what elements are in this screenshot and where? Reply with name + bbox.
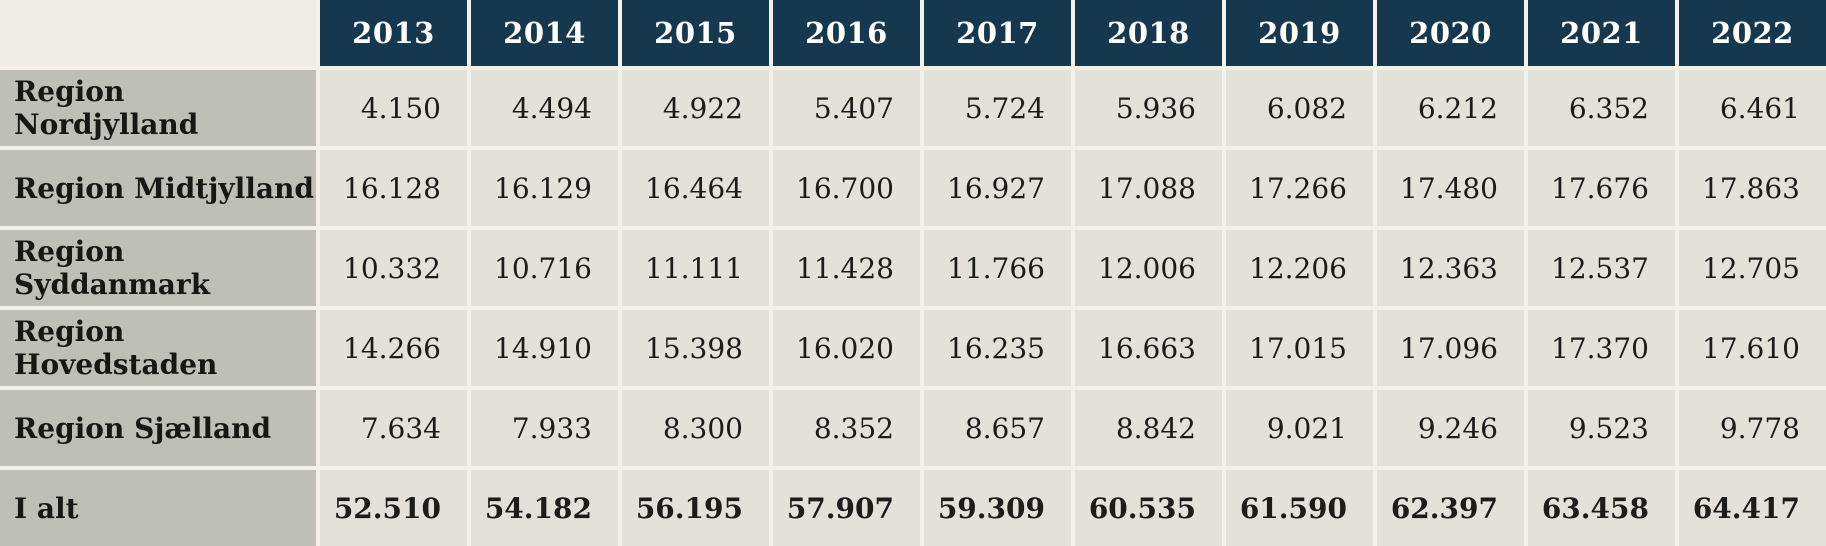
column-header-2022: 2022 xyxy=(1679,0,1826,66)
table-cell: 52.510 xyxy=(320,470,467,546)
column-header-2017: 2017 xyxy=(924,0,1071,66)
table-cell: 16.464 xyxy=(622,150,769,226)
table-cell: 17.610 xyxy=(1679,310,1826,386)
column-header-2020: 2020 xyxy=(1377,0,1524,66)
table-cell: 10.332 xyxy=(320,230,467,306)
table-cell: 6.461 xyxy=(1679,70,1826,146)
table-cell: 54.182 xyxy=(471,470,618,546)
table-cell: 14.910 xyxy=(471,310,618,386)
table-cell: 9.778 xyxy=(1679,390,1826,466)
table-cell: 12.363 xyxy=(1377,230,1524,306)
row-label: Region Sjælland xyxy=(0,390,316,466)
table-cell: 9.246 xyxy=(1377,390,1524,466)
table-cell: 61.590 xyxy=(1226,470,1373,546)
table-cell: 15.398 xyxy=(622,310,769,386)
table-cell: 5.936 xyxy=(1075,70,1222,146)
table-cell: 16.927 xyxy=(924,150,1071,226)
table-cell: 6.082 xyxy=(1226,70,1373,146)
column-header-2019: 2019 xyxy=(1226,0,1373,66)
table-cell: 17.863 xyxy=(1679,150,1826,226)
column-header-2014: 2014 xyxy=(471,0,618,66)
row-label: Region Midtjylland xyxy=(0,150,316,226)
column-header-2016: 2016 xyxy=(773,0,920,66)
table-cell: 12.705 xyxy=(1679,230,1826,306)
row-label: I alt xyxy=(0,470,316,546)
column-header-2015: 2015 xyxy=(622,0,769,66)
table-cell: 6.212 xyxy=(1377,70,1524,146)
table-cell: 17.088 xyxy=(1075,150,1222,226)
table-cell: 7.634 xyxy=(320,390,467,466)
table-cell: 16.020 xyxy=(773,310,920,386)
table-cell: 4.494 xyxy=(471,70,618,146)
table-cell: 64.417 xyxy=(1679,470,1826,546)
table-cell: 7.933 xyxy=(471,390,618,466)
table-cell: 16.663 xyxy=(1075,310,1222,386)
table-cell: 14.266 xyxy=(320,310,467,386)
corner-cell xyxy=(0,0,316,66)
table-cell: 57.907 xyxy=(773,470,920,546)
table-cell: 12.006 xyxy=(1075,230,1222,306)
table-cell: 60.535 xyxy=(1075,470,1222,546)
table-cell: 6.352 xyxy=(1528,70,1675,146)
table-cell: 8.300 xyxy=(622,390,769,466)
table-cell: 5.407 xyxy=(773,70,920,146)
row-label: Region Syddanmark xyxy=(0,230,316,306)
table-cell: 17.370 xyxy=(1528,310,1675,386)
table-cell: 16.129 xyxy=(471,150,618,226)
table-cell: 12.537 xyxy=(1528,230,1675,306)
table-cell: 17.266 xyxy=(1226,150,1373,226)
column-header-2021: 2021 xyxy=(1528,0,1675,66)
table-cell: 8.352 xyxy=(773,390,920,466)
table-cell: 11.766 xyxy=(924,230,1071,306)
table-cell: 62.397 xyxy=(1377,470,1524,546)
table-cell: 5.724 xyxy=(924,70,1071,146)
row-label: Region Nordjylland xyxy=(0,70,316,146)
table-cell: 4.150 xyxy=(320,70,467,146)
table-cell: 17.480 xyxy=(1377,150,1524,226)
table-cell: 4.922 xyxy=(622,70,769,146)
table-cell: 59.309 xyxy=(924,470,1071,546)
table-cell: 11.428 xyxy=(773,230,920,306)
table-cell: 16.235 xyxy=(924,310,1071,386)
table-cell: 17.676 xyxy=(1528,150,1675,226)
table-cell: 56.195 xyxy=(622,470,769,546)
table-cell: 8.842 xyxy=(1075,390,1222,466)
table-cell: 12.206 xyxy=(1226,230,1373,306)
table-cell: 8.657 xyxy=(924,390,1071,466)
table-cell: 63.458 xyxy=(1528,470,1675,546)
table-cell: 17.015 xyxy=(1226,310,1373,386)
row-label: Region Hovedstaden xyxy=(0,310,316,386)
table-cell: 16.128 xyxy=(320,150,467,226)
table-cell: 16.700 xyxy=(773,150,920,226)
table-cell: 11.111 xyxy=(622,230,769,306)
table-cell: 9.523 xyxy=(1528,390,1675,466)
table-cell: 9.021 xyxy=(1226,390,1373,466)
column-header-2018: 2018 xyxy=(1075,0,1222,66)
table-cell: 17.096 xyxy=(1377,310,1524,386)
table-cell: 10.716 xyxy=(471,230,618,306)
column-header-2013: 2013 xyxy=(320,0,467,66)
